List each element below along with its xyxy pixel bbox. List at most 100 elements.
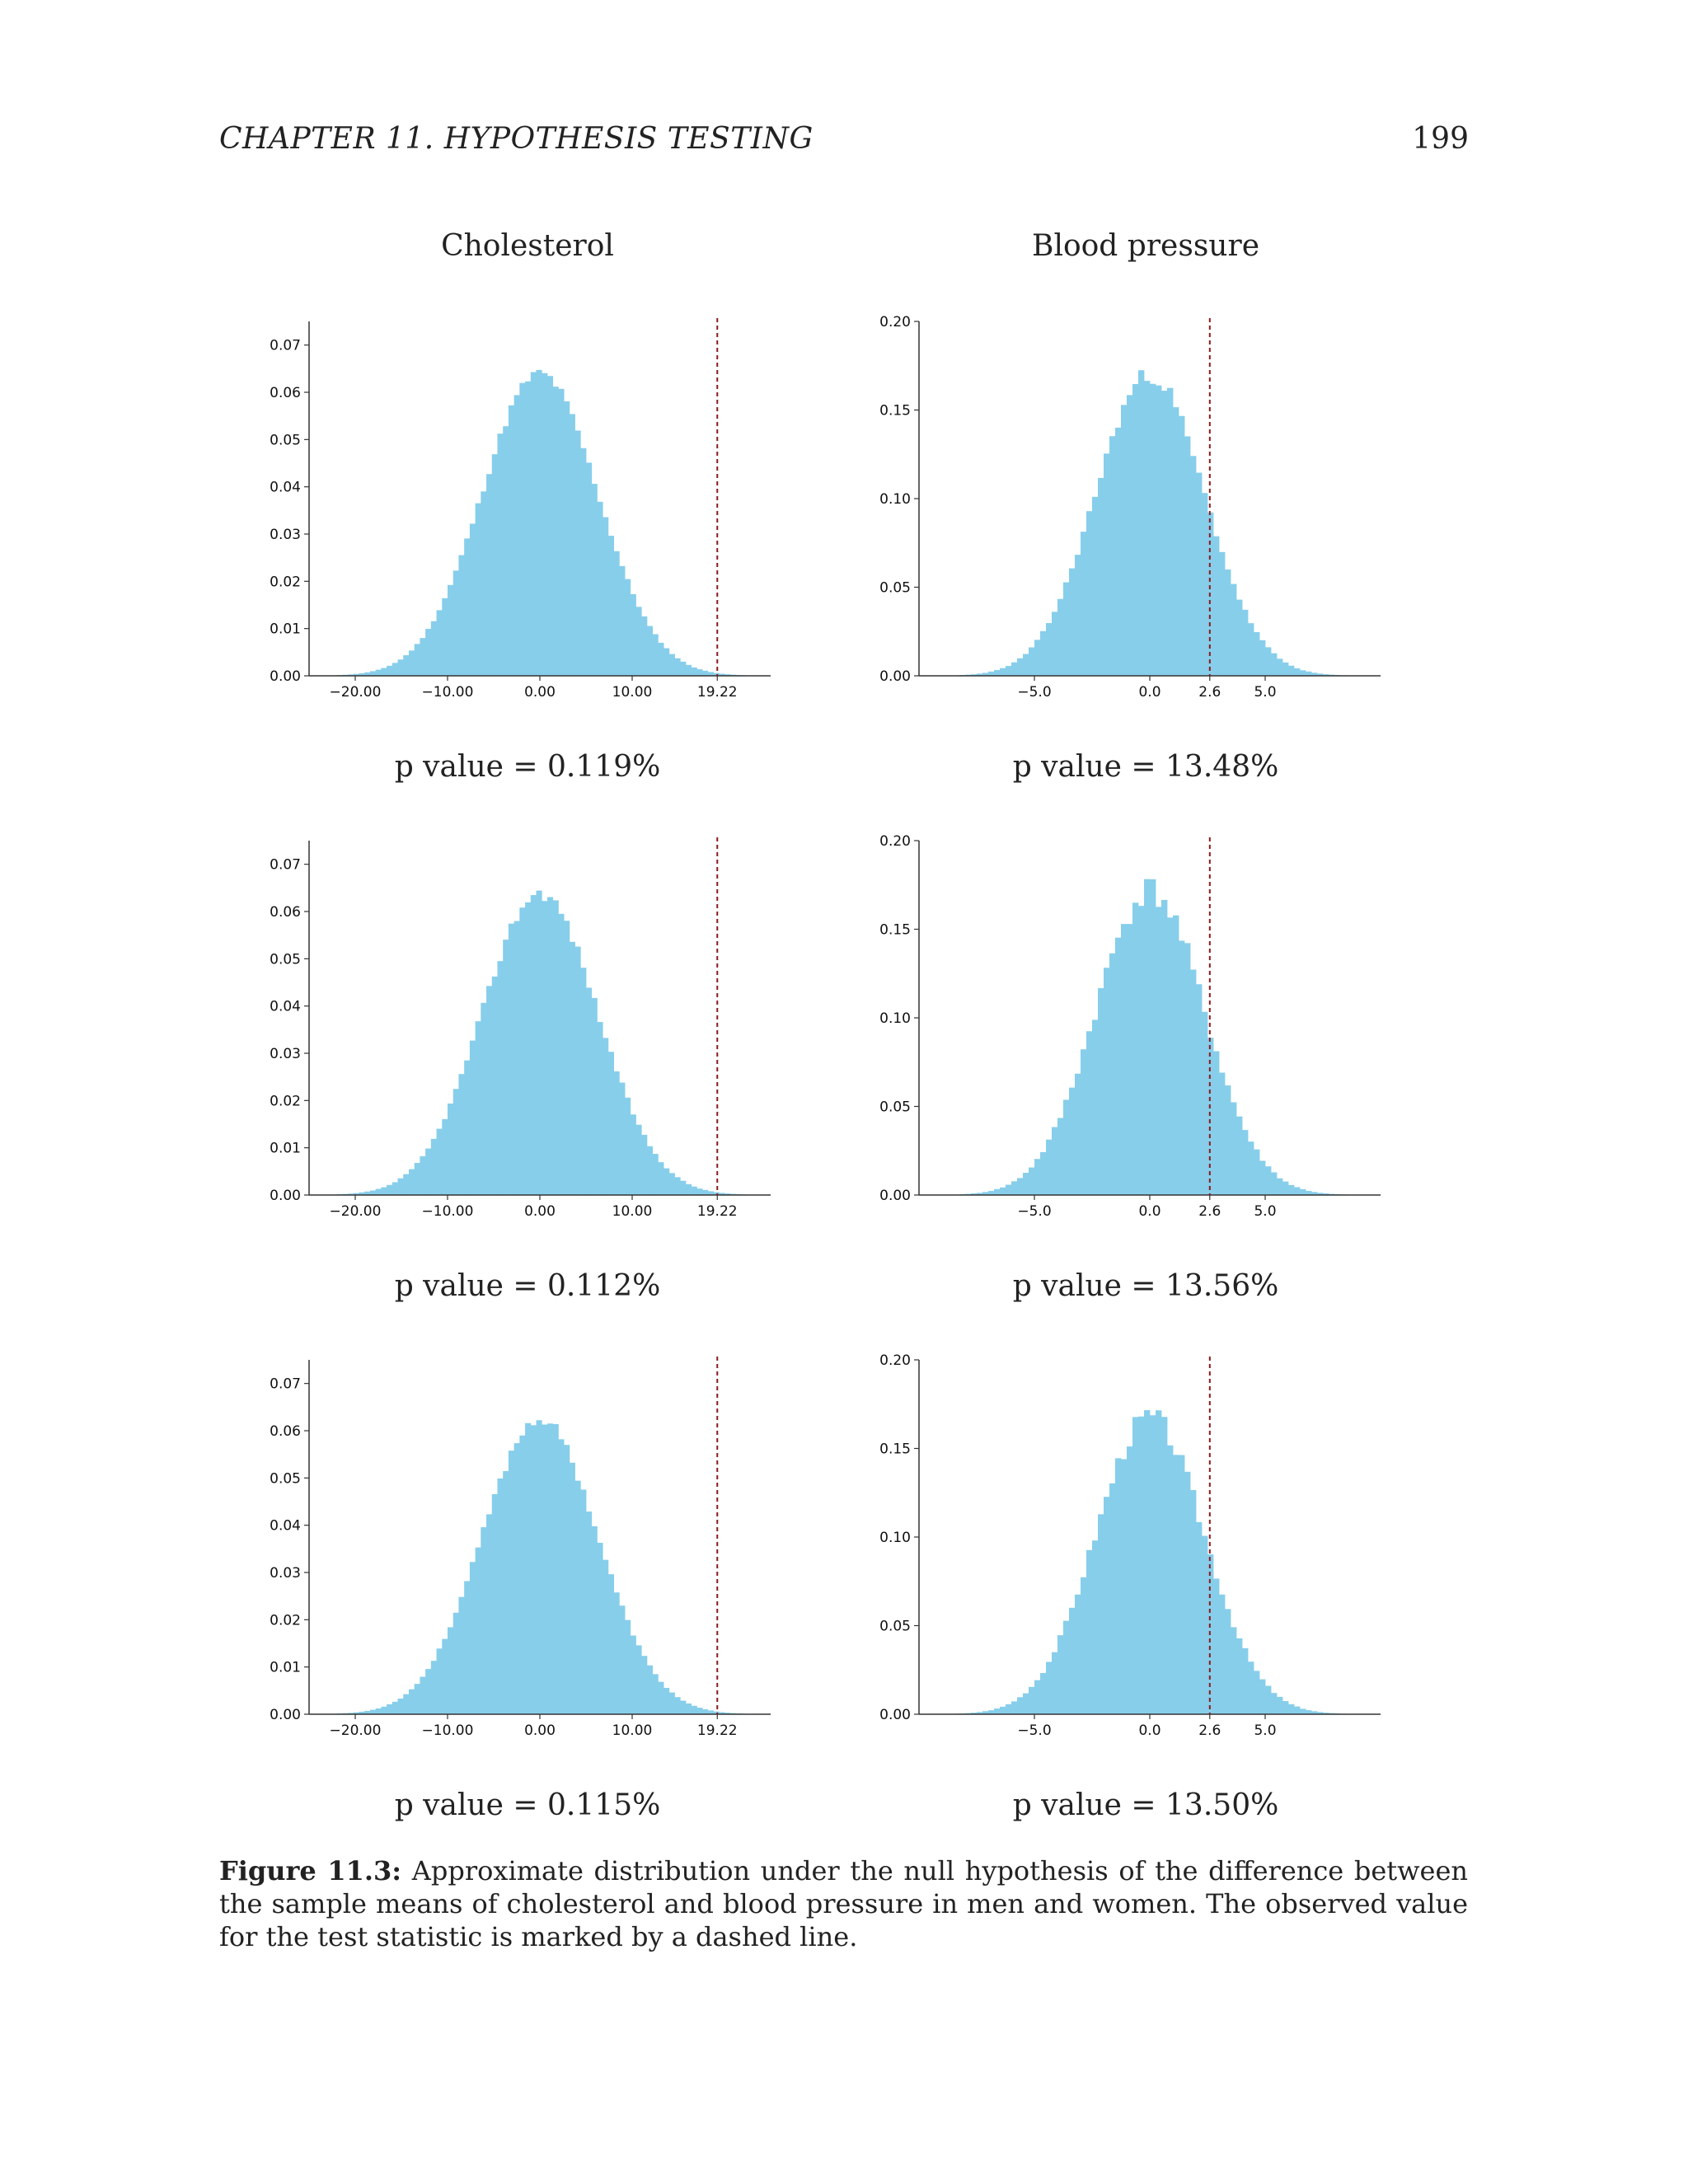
histogram-bar [1179,416,1184,676]
histogram-bar [1104,1497,1109,1714]
histogram-bar [1248,623,1254,676]
histogram-bar [1179,940,1184,1195]
histogram-bar [994,1189,1000,1195]
histogram-bar [1046,1140,1052,1195]
histogram-bar [1057,1635,1063,1714]
histogram-bar [1075,1074,1081,1195]
histogram-bar [1121,1460,1127,1714]
histogram-bar [525,902,531,1195]
histogram-bar [537,891,542,1195]
figure-caption-text: Approximate distribution under the null … [219,1855,1468,1952]
histogram-bar [542,1424,547,1714]
histogram-bar [1231,1627,1236,1714]
histogram-bar [586,987,592,1195]
histogram-bar [603,518,608,676]
p-value-blood-pressure-2: p value = 13.56% [940,1269,1352,1303]
histogram-bar [564,921,570,1195]
histogram-bar [1132,384,1138,676]
x-tick-label: −20.00 [330,1203,382,1220]
histogram-bar [1034,1159,1040,1195]
x-tick-label: 0.0 [1138,684,1160,701]
cholesterol-column-title: Cholesterol [321,229,734,263]
histogram-bar [1127,1446,1132,1714]
histogram-bar [1121,405,1127,676]
histogram-bar [1161,900,1167,1195]
y-tick-label: 0.05 [270,432,301,448]
histogram-bar [597,502,603,676]
histogram-bar [398,1179,404,1195]
histogram-bar [1000,668,1006,676]
histogram-bar [1277,658,1282,676]
histogram-bar [1294,1707,1300,1714]
histogram-bar [1052,1652,1057,1714]
histogram-bar [641,1656,647,1714]
histogram-bar [1057,1118,1063,1195]
histogram-bar [519,383,525,676]
y-tick-label: 0.06 [270,385,301,401]
x-tick-label: 10.00 [612,1203,653,1220]
histogram-bar [1196,1522,1202,1714]
histogram-bar [497,434,503,676]
histogram-bar [470,1041,476,1195]
y-tick-label: 0.02 [270,574,301,590]
histogram-bar [437,1129,443,1195]
histogram-bar [1006,1704,1011,1714]
histogram-bar [564,1445,570,1714]
cholesterol-histogram-1: 0.000.010.020.030.040.050.060.07−20.00 −1… [256,313,783,709]
histogram-bar [1231,584,1236,676]
histogram-bar [1196,473,1202,676]
histogram-bar [1259,1680,1265,1714]
y-tick-label: 0.15 [879,403,911,419]
histogram-bar [1306,672,1311,676]
histogram-bar [486,1514,492,1714]
histogram-bar [575,430,581,676]
histogram-bar [619,1605,625,1714]
y-tick-label: 0.00 [270,1188,301,1204]
histogram-bar [1271,1173,1277,1195]
histogram-bar [1265,1166,1271,1195]
histogram-bar [675,1697,681,1714]
y-tick-label: 0.06 [270,904,301,921]
histogram-bar [1150,1415,1156,1714]
histogram-bar [570,414,575,676]
x-tick-label: 5.0 [1254,1203,1276,1220]
histogram-bar [1144,1410,1150,1714]
histogram-bar [1242,1648,1248,1714]
histogram-bar [481,491,486,676]
histogram-bar [415,644,420,676]
histogram-bar [1225,1085,1231,1195]
histogram-bar [1086,511,1092,676]
histogram-bar [1219,1072,1225,1195]
histogram-bar [1115,1458,1121,1714]
histogram-bar [398,1699,404,1714]
histogram-bar [1236,600,1242,676]
histogram-bar [631,1114,636,1195]
histogram-bar [1132,902,1138,1195]
histogram-bar [1138,1417,1144,1714]
histogram-bar [1277,1179,1282,1195]
histogram-bar [619,1083,625,1195]
y-tick-label: 0.00 [879,1707,911,1723]
histogram-bar [409,650,415,676]
histogram-bar [669,654,675,676]
histogram-bar [702,1709,708,1714]
y-tick-label: 0.04 [270,999,301,1015]
histogram-bars [337,891,748,1195]
blood-pressure-histogram-1: 0.000.050.100.150.20−5.0 0.0 2.6 5.0 [865,313,1393,709]
histogram-bar [1046,1661,1052,1714]
histogram-bar [519,1436,525,1714]
histogram-bar [1156,386,1161,676]
histogram-bar [1213,537,1219,676]
y-tick-label: 0.01 [270,1141,301,1157]
histogram-bar [547,897,553,1195]
histogram-bar [1075,555,1081,676]
x-tick-label: −10.00 [422,1203,474,1220]
histogram-bar [1184,436,1190,676]
histogram-bar [686,1704,692,1714]
histogram-bar [1098,988,1104,1195]
histogram-bar [531,372,537,676]
histogram-bar [1069,1088,1075,1195]
histogram-bars [337,370,748,676]
y-tick-label: 0.15 [879,1441,911,1458]
histogram-bar [442,1119,448,1195]
